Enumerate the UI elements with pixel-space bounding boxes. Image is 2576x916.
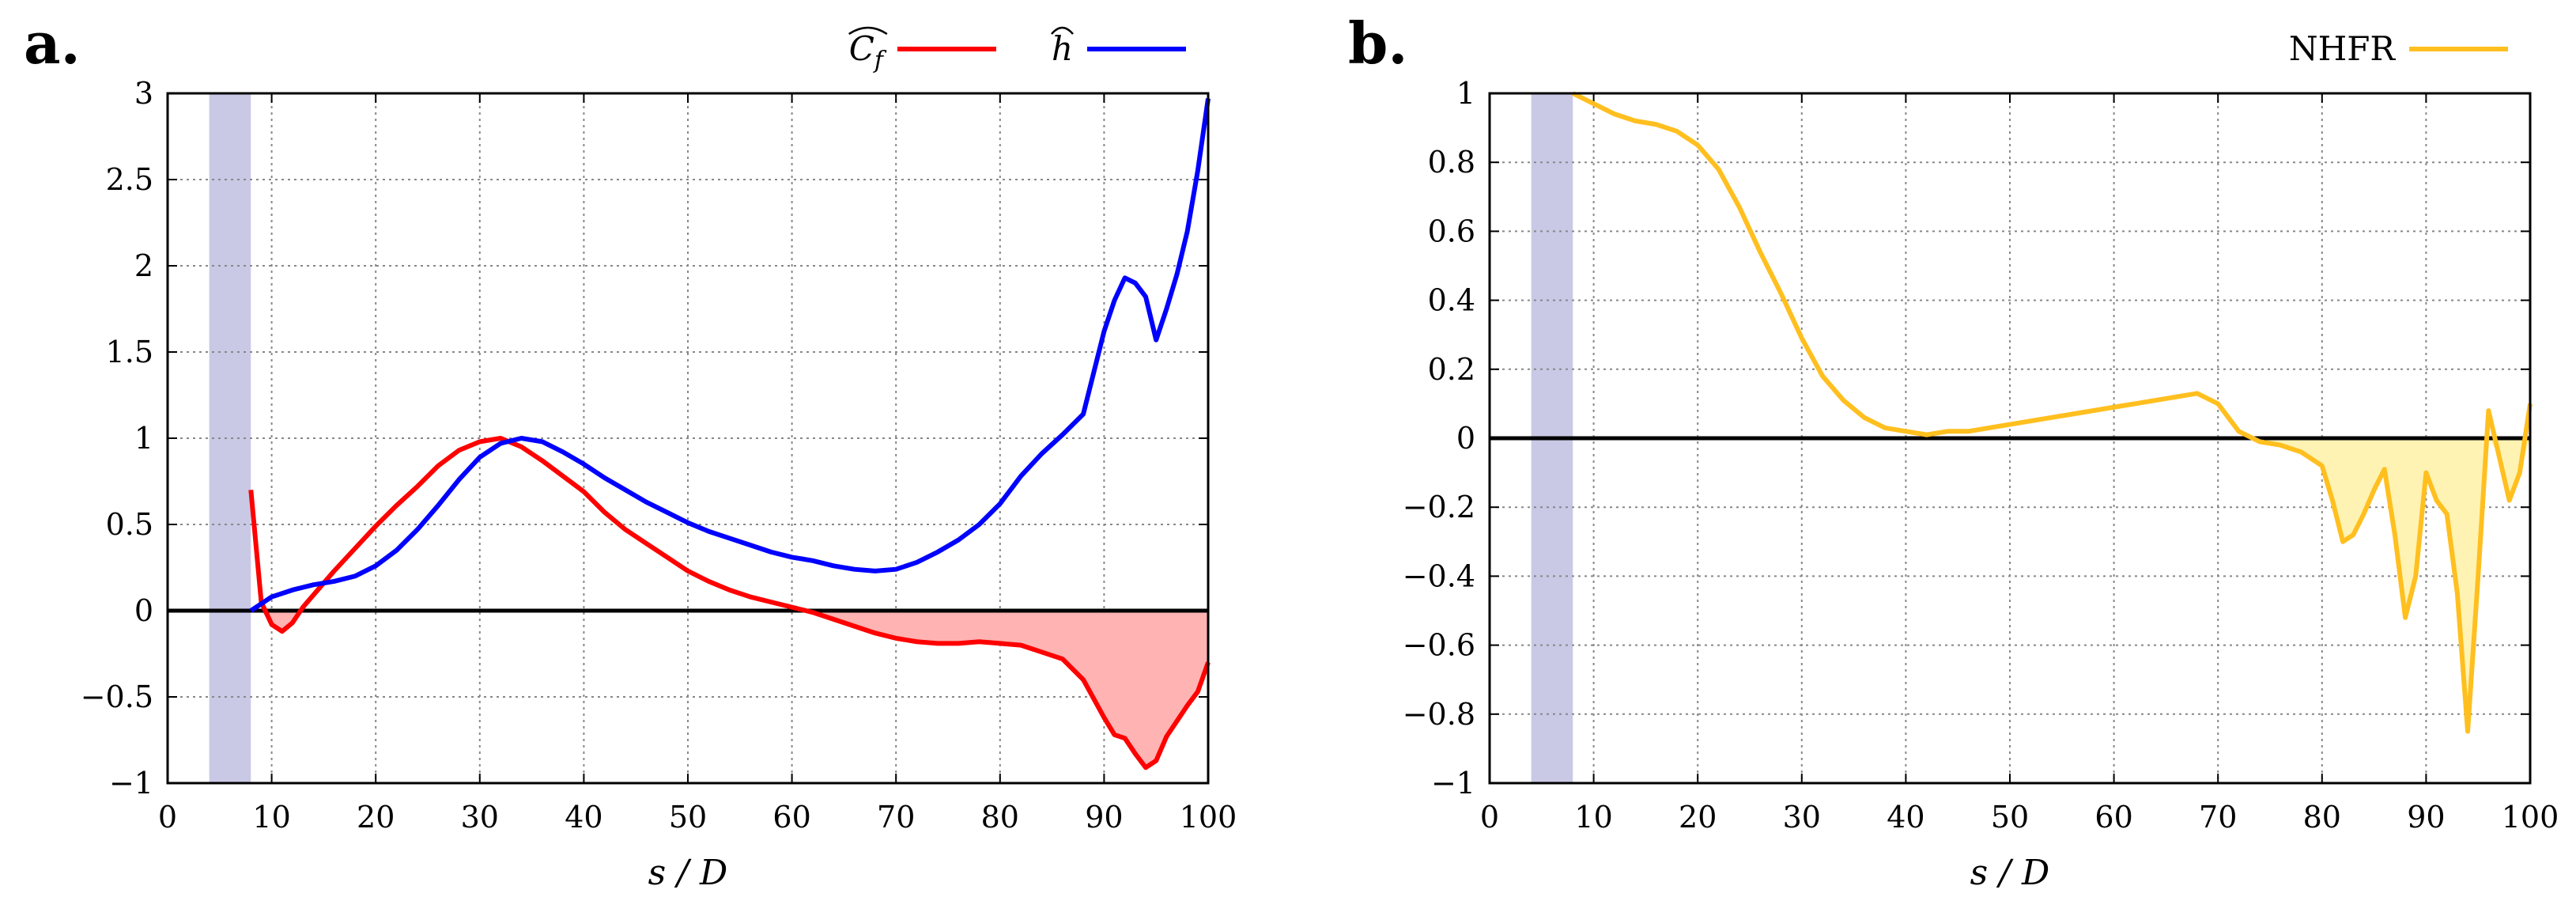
x-tick-label: 30 [461, 800, 499, 835]
y-tick-label: 1 [134, 421, 153, 456]
x-tick-label: 0 [158, 800, 177, 835]
x-tick-label: 30 [1783, 800, 1821, 835]
x-axis-label: s / D [1970, 853, 2050, 893]
chart-panel-1: 0 10 20 30 40 50 60 70 80 90 100 −1 −0.5 0 0.5 1 1.5 2 2.5… [24, 9, 1237, 893]
y-tick-label: −0.4 [1403, 558, 1475, 593]
y-tick-label: −0.2 [1403, 490, 1475, 524]
x-tick-label: 20 [1679, 800, 1717, 835]
x-tick-label: 90 [2407, 800, 2445, 835]
y-tick-label: 0.6 [1428, 214, 1475, 248]
x-tick-label: 40 [1887, 800, 1924, 835]
x-tick-label: 100 [1180, 800, 1237, 835]
y-tick-label: −0.5 [81, 679, 153, 714]
legend-label: NHFR [2289, 29, 2397, 68]
legend-hat-accent [1050, 26, 1074, 35]
y-tick-label: −0.6 [1403, 628, 1475, 663]
x-tick-label: 20 [357, 800, 395, 835]
x-tick-label: 80 [2303, 800, 2341, 835]
legend-hat-accent [848, 26, 888, 36]
series-line-h [249, 98, 1211, 613]
chart-panel-2: 0 10 20 30 40 50 60 70 80 90 100−1−0.8−0.6−0.4−0.2… [1348, 9, 2559, 893]
legend-label-main: h [1052, 29, 1073, 68]
series-negative-fill [1573, 438, 2530, 732]
y-tick-label: 0 [134, 593, 153, 628]
y-tick-label: −0.8 [1403, 697, 1475, 732]
y-tick-label: 3 [134, 76, 153, 111]
legend-label-main: C [849, 29, 874, 68]
y-tick-label: 0 [1456, 421, 1475, 456]
panel-label: a. [24, 9, 81, 77]
x-tick-label: 50 [669, 800, 707, 835]
legend-label-subscript: f [873, 47, 887, 74]
x-tick-label: 90 [1085, 800, 1123, 835]
x-tick-label: 100 [2502, 800, 2559, 835]
y-tick-label: 0.2 [1428, 352, 1475, 387]
x-tick-label: 0 [1480, 800, 1499, 835]
series-line-c [248, 436, 1211, 770]
plot-frame [1488, 92, 2532, 785]
y-tick-label: 1 [1456, 76, 1475, 111]
y-tick-label: −1 [109, 766, 153, 801]
x-tick-label: 70 [877, 800, 915, 835]
x-tick-label: 60 [2094, 800, 2132, 835]
x-axis-label: s / D [648, 853, 728, 893]
y-tick-label: 0.8 [1428, 145, 1475, 180]
legend-label: h [1052, 29, 1073, 68]
x-tick-label: 40 [565, 800, 602, 835]
legend-label-main: NHFR [2289, 29, 2397, 68]
y-tick-label: 0.4 [1428, 283, 1475, 318]
series-line-nhfr [1571, 91, 2533, 734]
panel-label: b. [1348, 9, 1407, 77]
y-tick-label: 1.5 [106, 335, 153, 369]
series-negative-fill [251, 611, 1208, 768]
y-tick-label: 2.5 [106, 162, 153, 197]
legend-label: Cf [849, 29, 887, 74]
x-tick-label: 10 [1574, 800, 1612, 835]
y-tick-label: 0.5 [106, 507, 153, 542]
y-tick-label: 2 [134, 248, 153, 283]
y-tick-label: −1 [1431, 766, 1475, 801]
x-tick-label: 10 [252, 800, 290, 835]
x-tick-label: 70 [2199, 800, 2237, 835]
x-tick-label: 50 [1991, 800, 2029, 835]
x-tick-label: 80 [981, 800, 1019, 835]
x-tick-label: 60 [772, 800, 810, 835]
plot-frame [166, 92, 1210, 785]
